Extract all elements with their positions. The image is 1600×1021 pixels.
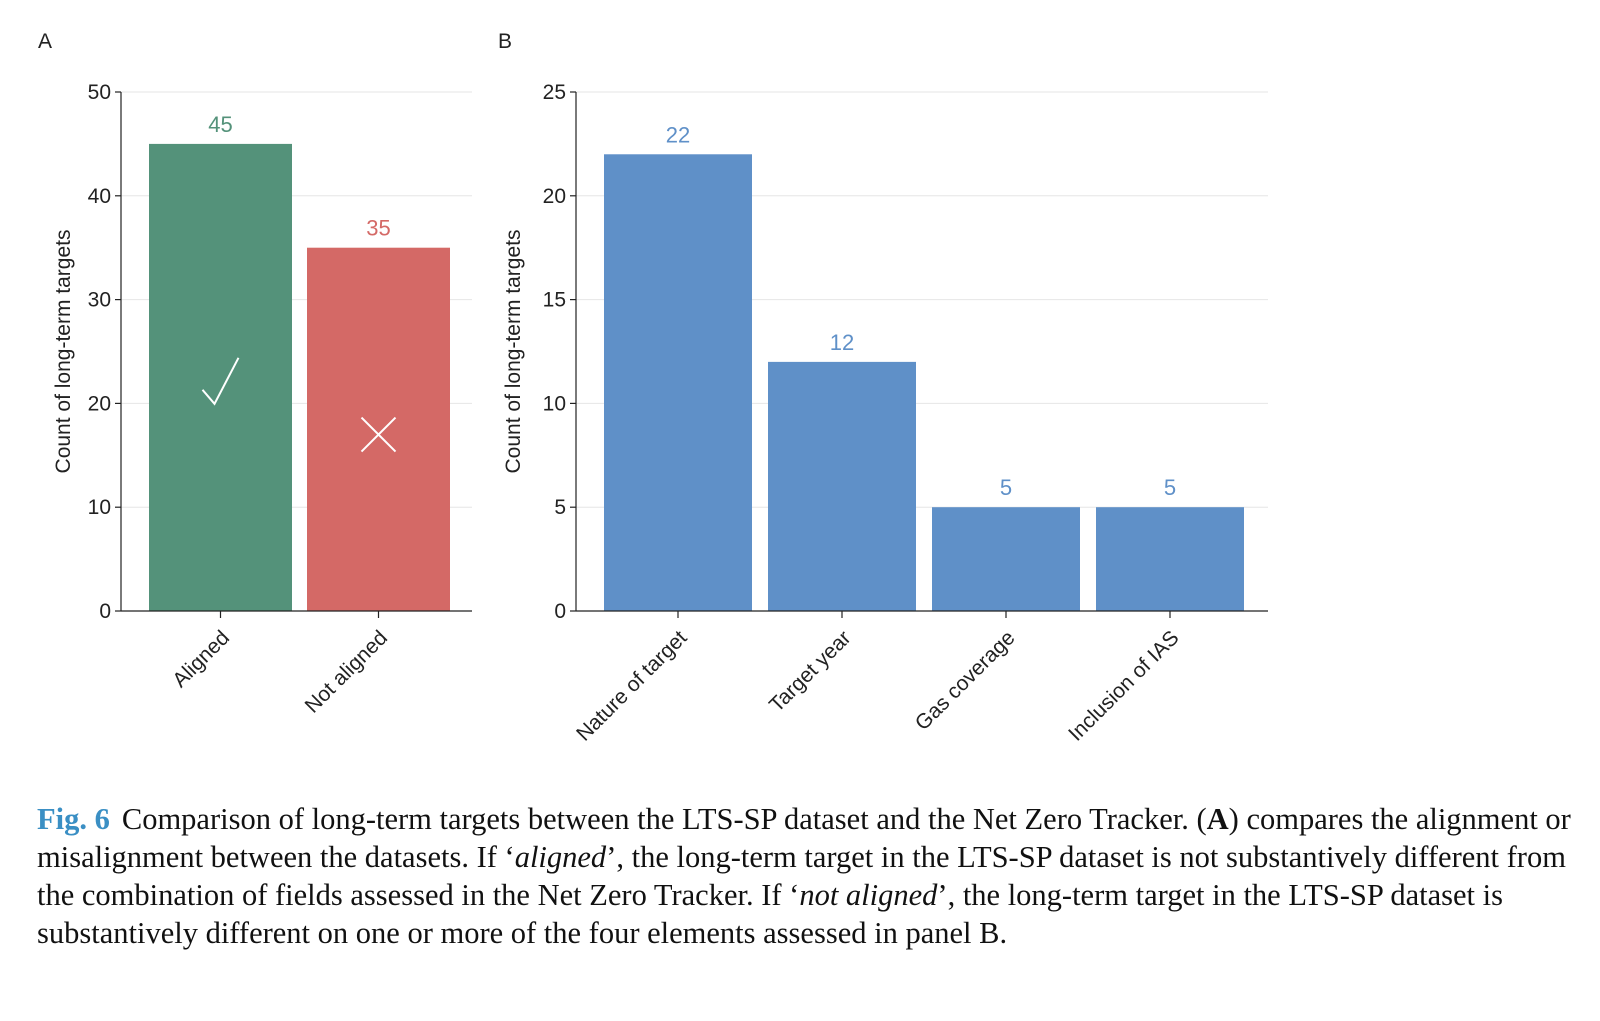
y-tick-label: 10 [88, 496, 111, 519]
bar-inclusion-of-ias [1096, 507, 1244, 611]
caption-text-2: ) compares the alignment or misalignment… [37, 802, 1571, 874]
category-label-gas-coverage: Gas coverage [911, 626, 1020, 735]
value-label-nature-of-target: 22 [666, 122, 690, 147]
category-label-target-year: Target year [765, 626, 856, 717]
bar-gas-coverage [932, 507, 1080, 611]
y-tick-label: 0 [554, 600, 566, 623]
bar-nature-of-target [604, 154, 752, 611]
caption-aligned-term: aligned [514, 840, 607, 874]
value-label-gas-coverage: 5 [1000, 475, 1012, 500]
category-label-not-aligned: Not aligned [301, 626, 392, 717]
y-axis-title: Count of long-term targets [502, 230, 525, 474]
chart-aligned-vs-not: 0 10 20 30 40 50 45 Aligned 35 Not aligned Count o… [52, 81, 472, 718]
y-tick-label: 15 [543, 289, 566, 312]
y-tick-label: 20 [88, 392, 111, 415]
y-tick-label: 5 [554, 496, 566, 519]
caption-not-aligned-term: not aligned [799, 878, 938, 912]
y-tick-label: 10 [543, 392, 566, 415]
bar-target-year [768, 361, 916, 611]
category-label-aligned: Aligned [168, 626, 234, 692]
figure-number: Fig. 6 [37, 802, 110, 836]
y-tick-label: 50 [88, 81, 111, 104]
y-tick-label: 20 [543, 185, 566, 208]
y-tick-label: 0 [99, 600, 111, 623]
cross-icon [360, 416, 397, 453]
bar-aligned [149, 143, 292, 611]
panel-b-letter: B [498, 30, 512, 53]
category-label-inclusion-of-ias: Inclusion of IAS [1064, 626, 1183, 745]
caption-text-1: Comparison of long-term targets between … [121, 802, 1207, 836]
value-label-aligned: 45 [208, 112, 232, 137]
caption-text-3: ’, the long-term target in the LTS-SP da… [37, 840, 1566, 912]
check-icon [201, 357, 240, 406]
value-label-inclusion-of-ias: 5 [1164, 475, 1176, 500]
category-label-nature-of-target: Nature of target [572, 626, 692, 746]
caption-panel-a-ref: A [1206, 802, 1229, 836]
panel-a-letter: A [38, 30, 52, 53]
value-label-target-year: 12 [830, 330, 854, 355]
chart-mismatch-elements: 0 5 10 15 20 25 22 Nature of target 12 Target yea… [502, 81, 1268, 746]
caption-text-4: ’, the long-term target in the LTS-SP da… [37, 878, 1503, 950]
y-tick-label: 25 [543, 81, 566, 104]
bar-not-aligned [307, 247, 450, 611]
y-tick-label: 40 [88, 185, 111, 208]
value-label-not-aligned: 35 [366, 216, 390, 241]
y-axis-title: Count of long-term targets [52, 230, 75, 474]
figure-caption: Fig. 6 Comparison of long-term targets be… [37, 800, 1577, 952]
y-tick-label: 30 [88, 289, 111, 312]
